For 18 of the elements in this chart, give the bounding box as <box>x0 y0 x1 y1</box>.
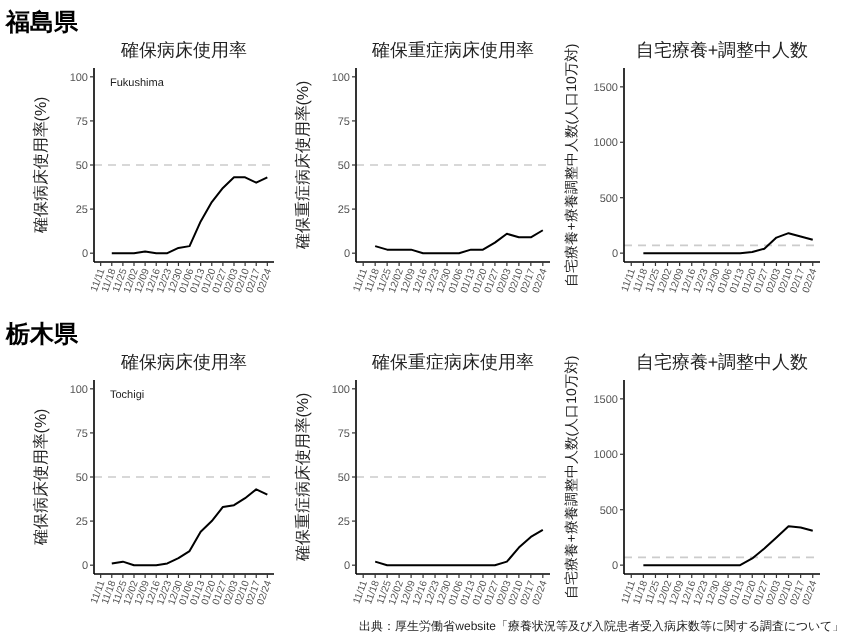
y-axis-title: 確保病床使用率(%) <box>32 95 50 236</box>
line-series <box>110 488 269 567</box>
text: 福島県 <box>4 8 80 36</box>
y-axis-title: 確保病床使用率(%) <box>32 407 50 548</box>
line-series <box>110 176 269 255</box>
chart-title: 自宅療養+調整中人数 <box>635 352 809 372</box>
chart-title: 自宅療養+調整中人数 <box>635 40 809 60</box>
line-series <box>374 528 544 567</box>
chart-title: 確保重症病床使用率 <box>370 352 534 372</box>
chart-title: 確保病床使用率 <box>119 40 247 60</box>
text: 栃木県 <box>4 320 80 348</box>
line-series <box>642 525 814 567</box>
y-axis-title: 確保重症病床使用率(%) <box>294 79 312 252</box>
chart-title: 確保病床使用率 <box>119 352 247 372</box>
chart-title: 確保重症病床使用率 <box>370 40 534 60</box>
line-series <box>374 229 544 255</box>
line-series <box>642 232 814 255</box>
y-axis-title: 確保重症病床使用率(%) <box>294 391 312 564</box>
